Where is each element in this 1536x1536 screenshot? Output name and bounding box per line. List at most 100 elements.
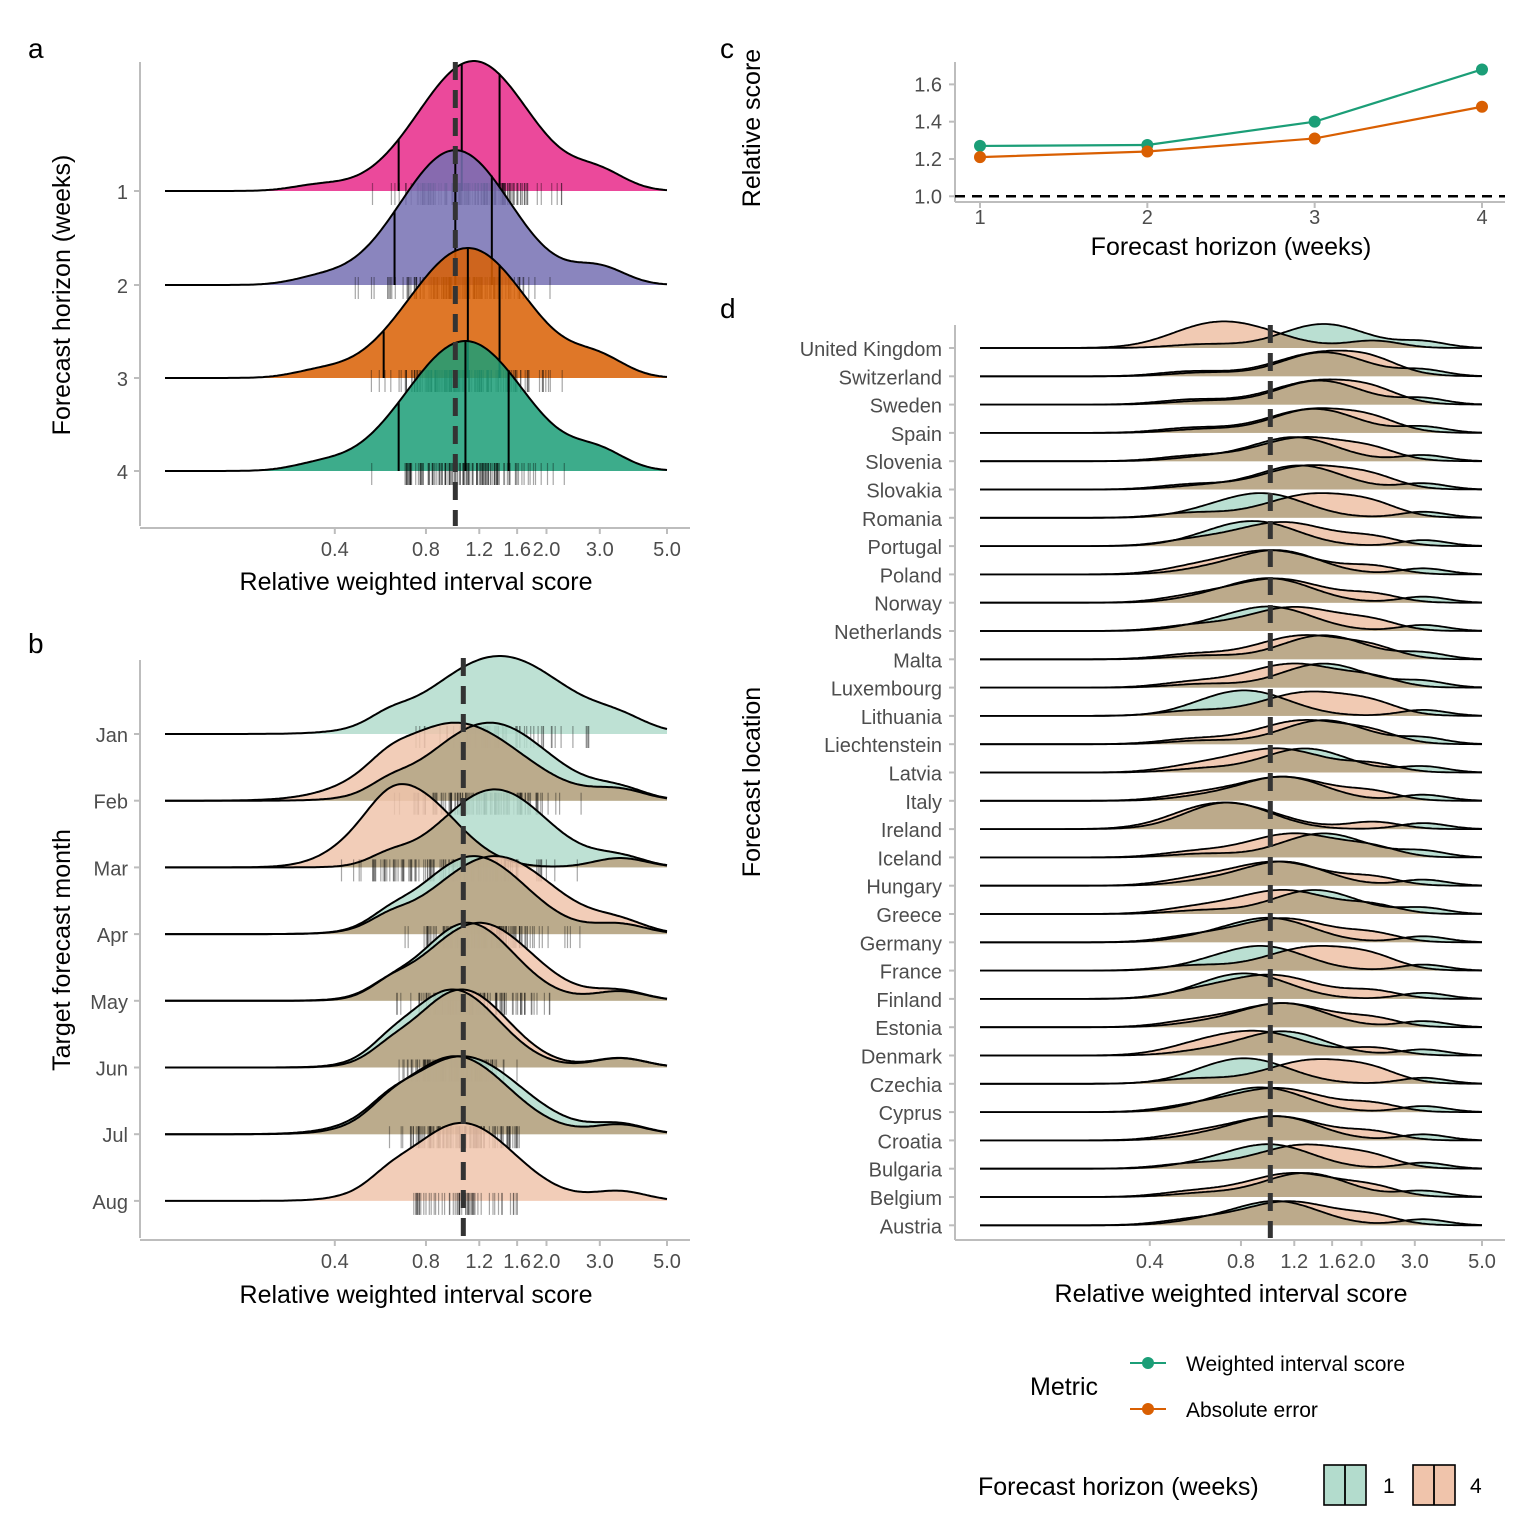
panel-a-ylabel: Forecast horizon (weeks) <box>48 155 76 436</box>
panel-d-y-tick-label: Norway <box>874 594 942 616</box>
panel-d-ylabel: Forecast location <box>738 687 766 877</box>
panel-c-point <box>1308 132 1321 145</box>
panel-b-overlap-Apr <box>165 857 667 935</box>
panel-d-y-tick-label: United Kingdom <box>800 339 942 361</box>
panel-b-density-outline-Mar-h4 <box>165 783 668 869</box>
panel-d-outline-h4 <box>980 1002 1482 1029</box>
panel-label-c: c <box>720 33 734 64</box>
panel-b-density-outline-Jun-h4 <box>165 988 668 1069</box>
panel-d-overlap <box>980 352 1482 377</box>
panel-b-x-tick-label: 5.0 <box>653 1251 681 1273</box>
panel-a-x-tick-label: 0.4 <box>321 539 349 561</box>
panel-b-y-tick-label: Jun <box>96 1059 128 1081</box>
panel-d-y-tick-label: Italy <box>905 792 942 814</box>
panel-d-y-tick-label: Luxembourg <box>831 679 942 701</box>
panel-d-density-h1 <box>980 690 1482 716</box>
panel-d-outline-h4 <box>980 945 1483 972</box>
panel-d-outline-h4 <box>980 549 1482 576</box>
panel-d-outline-h4 <box>980 436 1482 463</box>
panel-c-series-line-1 <box>979 105 1483 159</box>
panel-c-xlabel: Forecast horizon (weeks) <box>1091 233 1372 261</box>
panel-b-density-outline-Jul-h4 <box>165 1055 668 1136</box>
panel-c-point <box>974 139 986 152</box>
panel-d-y-tick-label: Netherlands <box>834 622 942 644</box>
panel-d-x-tick-label: 2.0 <box>1348 1251 1376 1273</box>
panel-b-density-outline-May-h4 <box>165 921 668 1002</box>
panel-b-ylabel: Target forecast month <box>48 829 76 1071</box>
panel-d-overlap <box>980 1173 1482 1197</box>
panel-label-d: d <box>720 293 736 324</box>
panel-d-density-h4 <box>980 1059 1482 1084</box>
panel-c-point <box>1476 100 1488 113</box>
panel-a-density-2 <box>165 150 667 285</box>
panel-a-density-1 <box>165 61 667 191</box>
panel-d-y-tick-label: Malta <box>893 650 943 672</box>
panel-c-ylabel: Relative score <box>738 49 766 207</box>
metric-legend: Metric Weighted interval score Absolute … <box>1030 1353 1405 1422</box>
panel-d-outline-h4 <box>980 1115 1482 1142</box>
panel-d-outline-h4 <box>980 662 1482 689</box>
panel-d-y-tick-label: Finland <box>876 990 942 1012</box>
panel-d-y-tick-label: Portugal <box>868 537 943 559</box>
panel-d-outline-h4 <box>980 889 1482 915</box>
panel-d-outline-h4 <box>980 634 1482 661</box>
horizon-legend: Forecast horizon (weeks) 1 4 <box>978 1464 1482 1506</box>
panel-d-xlabel: Relative weighted interval score <box>1055 1280 1408 1308</box>
panel-c-y-tick-label: 1.0 <box>914 186 942 208</box>
panel-d-y-tick-label: Estonia <box>875 1018 943 1040</box>
panel-c-line-chart: 1.0 1.2 1.4 1.6 1 2 3 4 <box>914 62 1505 229</box>
panel-a-density-outline-3 <box>165 247 668 379</box>
panel-d-outline-h4 <box>980 801 1482 830</box>
panel-b-y-tick-label: Apr <box>97 925 128 947</box>
panel-c-point <box>1476 63 1488 76</box>
panel-d-y-tick-label: Latvia <box>889 764 943 786</box>
panel-d-overlap <box>980 380 1482 405</box>
panel-d-overlap <box>980 1116 1482 1141</box>
panel-d-density-h4 <box>980 691 1482 716</box>
panel-label-a: a <box>28 33 44 64</box>
panel-d-x-tick-label: 0.8 <box>1227 1251 1255 1273</box>
panel-c-x-tick-label: 2 <box>1142 207 1153 229</box>
panel-c-y-tick-label: 1.6 <box>914 74 942 96</box>
panel-d-y-tick-label: Poland <box>880 565 942 587</box>
panel-b-y-tick-label: Aug <box>92 1192 128 1214</box>
panel-d-outline-h4 <box>980 690 1482 717</box>
panel-d-overlap <box>980 1003 1482 1028</box>
panel-d-overlap <box>980 749 1482 773</box>
panel-b-overlap-Jun <box>165 989 667 1068</box>
panel-d-x-tick-label: 5.0 <box>1468 1251 1496 1273</box>
panel-a-x-tick-label: 2.0 <box>533 539 561 561</box>
panel-d-y-tick-label: Switzerland <box>839 367 942 389</box>
panel-b-y-tick-label: Feb <box>94 792 128 814</box>
panel-d-overlap <box>980 918 1482 943</box>
panel-d-y-tick-label: Cyprus <box>879 1103 942 1125</box>
panel-d-y-tick-label: Lithuania <box>861 707 943 729</box>
panel-b-density-Aug-h4 <box>165 1122 667 1201</box>
panel-d-overlap <box>980 664 1482 688</box>
panel-d-outline-h4 <box>980 349 1482 378</box>
panel-d-overlap <box>980 1065 1482 1084</box>
panel-a-y-tick-label: 3 <box>117 369 128 391</box>
panel-d-density-h1 <box>980 945 1482 971</box>
panel-b-x-tick-label: 2.0 <box>533 1251 561 1273</box>
horizon-legend-title: Forecast horizon (weeks) <box>978 1473 1259 1501</box>
panel-c-y-tick-label: 1.4 <box>914 112 942 134</box>
panel-d-outline-h4 <box>980 1058 1483 1085</box>
panel-d-outline-h4 <box>980 521 1482 547</box>
panel-d-overlap <box>980 696 1482 716</box>
panel-d-x-tick-label: 0.4 <box>1136 1251 1164 1273</box>
panel-b-ridgeline: Jan Feb Mar Apr May Jun Jul Aug 0.4 0.8 1.2 1.6 2.0 3… <box>90 655 690 1273</box>
panel-d-y-tick-label: Belgium <box>870 1188 942 1210</box>
panel-b-density-outline-Jan-h1 <box>165 655 668 735</box>
panel-d-x-tick-label: 1.6 <box>1318 1251 1346 1273</box>
panel-d-outline-h4 <box>980 1143 1482 1170</box>
panel-d-overlap <box>980 1201 1482 1226</box>
panel-c-point <box>1308 115 1321 128</box>
panel-a-x-tick-label: 1.6 <box>503 539 531 561</box>
panel-d-y-tick-label: France <box>880 962 942 984</box>
legend-h4-label: 4 <box>1470 1475 1482 1498</box>
panel-d-overlap <box>980 1088 1482 1113</box>
panel-label-b: b <box>28 628 44 659</box>
panel-d-overlap <box>980 891 1482 914</box>
panel-d-overlap <box>980 578 1482 603</box>
